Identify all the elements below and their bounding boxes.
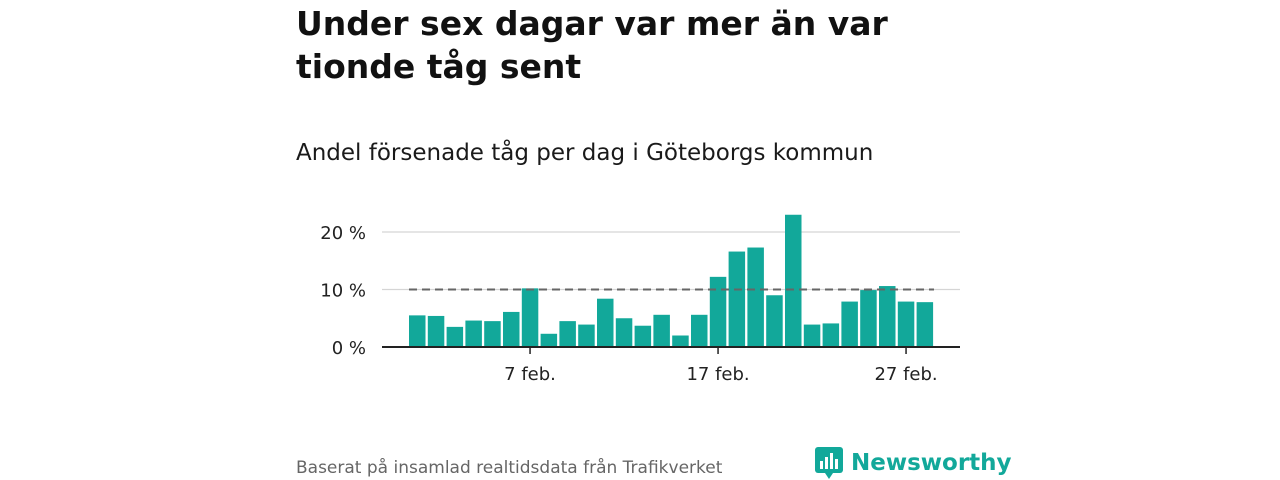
bar (465, 320, 482, 347)
bar (597, 298, 614, 347)
x-tick-label: 17 feb. (686, 364, 749, 385)
bar (427, 315, 445, 347)
bar (879, 286, 896, 347)
bar (634, 325, 652, 347)
y-tick-label: 0 % (332, 338, 366, 359)
bar (521, 288, 539, 347)
bar (484, 321, 501, 347)
bar (653, 314, 670, 347)
brand: Newsworthy (815, 446, 1012, 480)
bar (803, 324, 821, 347)
bar (409, 315, 426, 347)
bar (728, 251, 746, 347)
bar (503, 311, 520, 347)
bar (540, 333, 558, 347)
bar (766, 295, 783, 347)
bar (860, 290, 877, 347)
y-tick-label: 20 % (320, 223, 366, 244)
bar (822, 323, 840, 347)
x-tick-label: 27 feb. (874, 364, 937, 385)
bar (691, 314, 708, 347)
bar (672, 335, 689, 347)
bar (897, 301, 915, 347)
bar (615, 318, 633, 347)
chart-subtitle: Andel försenade tåg per dag i Göteborgs … (296, 140, 874, 166)
source-note: Baserat på insamlad realtidsdata från Tr… (296, 458, 723, 478)
bar (747, 247, 764, 347)
chart-title: Under sex dagar var mer än var tionde tå… (296, 4, 888, 86)
bar (446, 326, 464, 347)
bar (578, 324, 595, 347)
bar (709, 276, 727, 347)
bar (841, 301, 858, 347)
bar (559, 321, 576, 347)
bar (916, 302, 934, 347)
bar (785, 214, 802, 347)
brand-name: Newsworthy (851, 450, 1012, 476)
x-tick-label: 7 feb. (504, 364, 556, 385)
newsworthy-logo-icon (815, 447, 843, 479)
y-tick-label: 10 % (320, 281, 366, 302)
